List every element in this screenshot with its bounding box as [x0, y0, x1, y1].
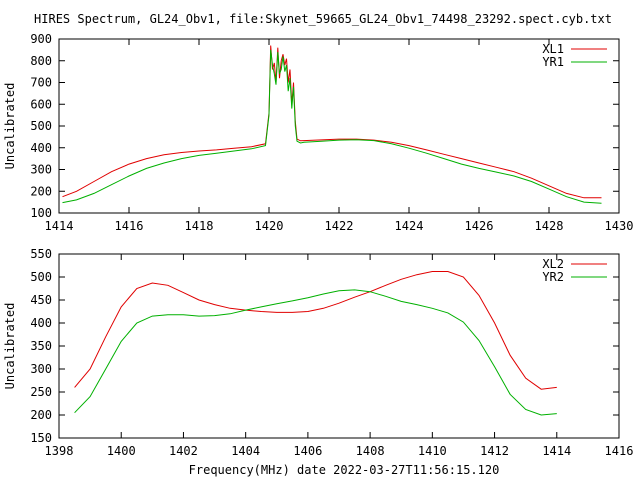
legend-label-yr1: YR1 — [542, 55, 564, 69]
x-tick-label: 1412 — [480, 444, 509, 458]
x-tick-label: 1410 — [418, 444, 447, 458]
x-tick-label: 1424 — [395, 219, 424, 233]
y-tick-label: 700 — [30, 76, 52, 90]
x-tick-label: 1416 — [605, 444, 634, 458]
x-tick-label: 1426 — [465, 219, 494, 233]
chart-top: 1414 1416 1418 1420 1422 1424 1426 1428 1430 100 2… — [3, 32, 633, 233]
x-tick-label: 1420 — [255, 219, 284, 233]
y-tick-label: 500 — [30, 119, 52, 133]
y-tick-label: 200 — [30, 184, 52, 198]
x-tick-label: 1400 — [107, 444, 136, 458]
legend-label-xl2: XL2 — [542, 257, 564, 271]
x-tick-label: 1430 — [605, 219, 634, 233]
y-tick-label: 600 — [30, 97, 52, 111]
y-tick-label: 200 — [30, 408, 52, 422]
x-tick-label: 1414 — [45, 219, 74, 233]
series-line-xl2 — [74, 271, 557, 390]
x-tick-label: 1404 — [231, 444, 260, 458]
chart-bottom: 1398 1400 1402 1404 1406 1408 1410 1412 1414 1416… — [3, 247, 633, 477]
y-axis-label: Uncalibrated — [3, 83, 17, 170]
x-tick-label: 1406 — [293, 444, 322, 458]
y-tick-label: 100 — [30, 206, 52, 220]
x-tick-label: 1428 — [535, 219, 564, 233]
figure-title: HIRES Spectrum, GL24_Obv1, file:Skynet_5… — [34, 12, 612, 26]
y-tick-label: 350 — [30, 339, 52, 353]
legend-label-xl1: XL1 — [542, 42, 564, 56]
y-tick-label: 250 — [30, 385, 52, 399]
legend-label-yr2: YR2 — [542, 270, 564, 284]
x-tick-label: 1402 — [169, 444, 198, 458]
y-tick-label: 550 — [30, 247, 52, 261]
x-tick-label: 1422 — [325, 219, 354, 233]
x-tick-label: 1416 — [115, 219, 144, 233]
y-tick-label: 300 — [30, 362, 52, 376]
y-tick-label: 150 — [30, 431, 52, 445]
y-tick-label: 450 — [30, 293, 52, 307]
series-line-yr1 — [62, 49, 602, 204]
series-line-yr2 — [74, 289, 557, 416]
x-tick-label: 1398 — [45, 444, 74, 458]
y-tick-label: 500 — [30, 270, 52, 284]
y-tick-label: 800 — [30, 54, 52, 68]
x-tick-label: 1414 — [542, 444, 571, 458]
x-tick-label: 1418 — [185, 219, 214, 233]
x-axis-label: Frequency(MHz) date 2022-03-27T11:56:15.… — [189, 463, 500, 477]
y-tick-label: 400 — [30, 141, 52, 155]
series-line-xl1 — [62, 45, 602, 199]
y-tick-label: 300 — [30, 163, 52, 177]
y-axis-label: Uncalibrated — [3, 303, 17, 390]
y-tick-label: 400 — [30, 316, 52, 330]
y-tick-label: 900 — [30, 32, 52, 46]
x-tick-label: 1408 — [356, 444, 385, 458]
